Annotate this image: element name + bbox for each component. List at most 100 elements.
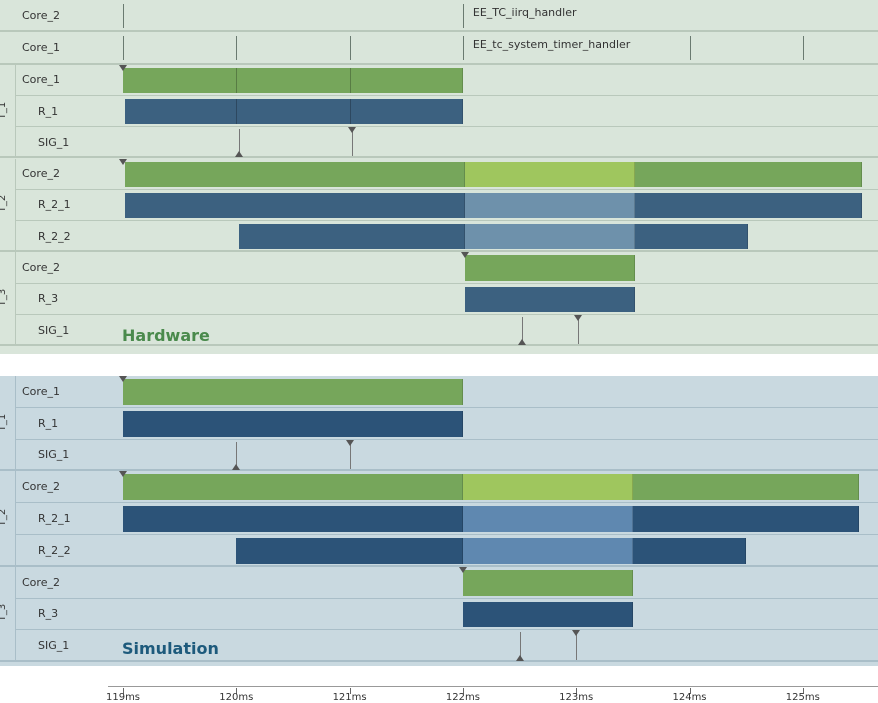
simulation-caption: Simulation: [122, 639, 219, 658]
resource-row-label: R_1: [38, 416, 59, 430]
core-bar: [123, 379, 463, 405]
resource-row-label: R_3: [38, 607, 59, 621]
core-row-label: Core_1: [22, 41, 60, 55]
axis-tick: [802, 688, 804, 694]
signal-line: [238, 129, 240, 157]
task-group-t-2: T_2: [0, 471, 16, 567]
event-marker: [236, 36, 238, 61]
resource-bar: [123, 410, 463, 437]
core-bar: [123, 474, 463, 501]
timeline-row: R_3: [16, 599, 878, 631]
hardware-panel: Core_2 EE_TC_iirq_handler Core_1 EE_tc_syst…: [0, 0, 878, 354]
resource-bar: [465, 192, 636, 219]
resource-bar: [632, 538, 747, 564]
resource-bar: [125, 192, 466, 219]
event-label: EE_tc_system_timer_handler: [472, 38, 631, 52]
event-marker: [462, 36, 464, 61]
axis-tick-label: 119ms: [105, 692, 141, 703]
event-marker: [349, 36, 351, 61]
signal-row-label: SIG_1: [38, 639, 70, 653]
timeline-row: SIG_1: [16, 630, 878, 663]
task-label: T_3: [0, 604, 9, 622]
axis-tick-label: 123ms: [559, 692, 594, 703]
signal-line: [578, 317, 580, 345]
timeline-row: Core_2: [16, 566, 878, 599]
axis-tick: [462, 688, 464, 694]
timeline-row: R_2_2: [16, 535, 878, 567]
resource-bar: [462, 506, 633, 532]
task-label: T_2: [0, 195, 9, 213]
axis-tick-label: 125ms: [785, 692, 820, 703]
core-row-label: Core_2: [22, 9, 60, 22]
signal-line: [351, 129, 353, 157]
resource-bar: [125, 98, 463, 125]
activation-marker-icon: [119, 376, 127, 382]
timeline-row: R_2_2: [16, 221, 878, 253]
signal-arrow-down-icon: [574, 315, 583, 321]
axis-tick-label: 122ms: [445, 692, 480, 703]
task-group-t-3: T_3: [0, 252, 16, 347]
resource-bar: [632, 506, 860, 532]
core-event-row: Core_1 EE_tc_system_timer_handler: [0, 32, 878, 65]
core-bar: [125, 161, 466, 187]
core-bar: [123, 67, 463, 93]
task-label: T_2: [0, 508, 9, 527]
resource-row-label: R_1: [38, 104, 59, 118]
event-label: EE_TC_iirq_handler: [472, 6, 577, 19]
task-group-t-1: T_1: [0, 376, 16, 472]
axis-line: [108, 686, 878, 687]
signal-line: [519, 632, 521, 661]
timeline-row: Core_2: [16, 158, 878, 190]
axis-tick: [576, 688, 578, 694]
event-marker: [123, 4, 124, 28]
axis-tick-label: 121ms: [332, 692, 367, 703]
task-group-t-3: T_3: [0, 566, 16, 663]
resource-bar: [635, 224, 749, 250]
core-row-label: Core_1: [22, 384, 60, 398]
signal-arrow-down-icon: [345, 439, 354, 446]
activation-marker-icon: [119, 471, 127, 478]
timeline-row: SIG_1: [16, 315, 878, 347]
segment-divider: [236, 98, 238, 125]
resource-row-label: R_2_2: [38, 543, 71, 557]
timeline-row: R_3: [16, 284, 878, 315]
resource-bar: [465, 286, 636, 312]
signal-arrow-down-icon: [347, 127, 356, 134]
axis-tick: [689, 688, 691, 694]
task-group-t-2: T_2: [0, 158, 16, 253]
event-marker: [689, 36, 691, 61]
resource-row-label: R_2_2: [38, 229, 71, 243]
task-label: T_3: [0, 289, 9, 307]
axis-tick: [236, 688, 238, 694]
core-row-label: Core_2: [22, 480, 60, 494]
signal-row-label: SIG_1: [38, 135, 70, 149]
task-group-t-1: T_1: [0, 64, 16, 159]
core-bar: [632, 474, 860, 501]
timeline-row: R_1: [16, 96, 878, 128]
resource-bar: [236, 538, 463, 564]
task-label: T_1: [0, 413, 9, 431]
resource-row-label: R_2_1: [38, 512, 71, 526]
resource-row-label: R_3: [38, 292, 59, 306]
core-event-row: Core_2 EE_TC_iirq_handler: [0, 0, 878, 33]
axis-tick-label: 124ms: [672, 692, 707, 703]
signal-arrow-up-icon: [517, 339, 526, 346]
timeline-row: R_2_1: [16, 503, 878, 535]
resource-bar: [465, 224, 636, 250]
core-bar: [465, 255, 636, 281]
timeline-row: SIG_1: [16, 127, 878, 159]
signal-line: [236, 441, 238, 470]
timeline-row: Core_1: [16, 376, 878, 408]
activation-marker-icon: [119, 158, 127, 165]
signal-arrow-up-icon: [232, 464, 241, 471]
resource-row-label: R_2_1: [38, 198, 71, 212]
core-row-label: Core_2: [22, 575, 60, 589]
timeline-row: Core_2: [16, 471, 878, 504]
timeline-row: R_1: [16, 408, 878, 440]
resource-bar: [635, 192, 862, 219]
segment-divider: [349, 67, 351, 93]
timeline-row: Core_2: [16, 252, 878, 284]
core-bar: [465, 161, 636, 187]
segment-divider: [349, 98, 351, 125]
signal-arrow-up-icon: [515, 655, 524, 662]
